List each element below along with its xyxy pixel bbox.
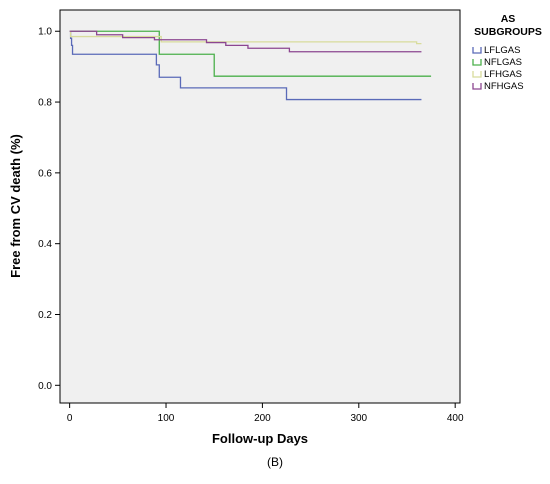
legend-title-line-1: AS (501, 13, 516, 25)
plot-area (59, 9, 461, 404)
legend-label-nfhgas: NFHGAS (484, 81, 524, 92)
legend-title-line-2: SUBGROUPS (474, 26, 542, 38)
legend-swatch-lfhgas (472, 71, 482, 78)
y-tick-label: 0.4 (38, 239, 52, 250)
legend-label-lflgas: LFLGAS (484, 45, 520, 56)
legend-label-lfhgas: LFHGAS (484, 69, 522, 80)
series-line-lflgas (69, 30, 422, 101)
x-tick-label: 400 (447, 413, 464, 424)
y-tick-label: 0.2 (38, 310, 52, 321)
y-tick-label: 0.0 (38, 381, 52, 392)
y-tick-label: 0.6 (38, 168, 52, 179)
figure-caption: (B) (267, 455, 283, 469)
x-axis-label: Follow-up Days (212, 431, 308, 446)
series-line-nfhgas (69, 30, 422, 53)
legend-swatch-lflgas (472, 47, 482, 54)
legend-swatch-nflgas (472, 59, 482, 66)
series-line-nflgas (69, 30, 432, 77)
y-tick-label: 1.0 (38, 27, 52, 38)
x-tick-label: 300 (350, 413, 367, 424)
axes: 0 100 200 300 400 0.0 0.2 0.4 0.6 0.8 1.0 (38, 27, 464, 424)
x-tick-label: 200 (254, 413, 271, 424)
y-axis-label: Free from CV death (%) (8, 134, 23, 278)
y-tick-label: 0.8 (38, 98, 52, 109)
x-tick-label: 100 (158, 413, 175, 424)
series-lines (69, 30, 432, 101)
legend-swatch-nfhgas (472, 83, 482, 90)
legend-label-nflgas: NFLGAS (484, 57, 522, 68)
x-tick-label: 0 (67, 413, 73, 424)
